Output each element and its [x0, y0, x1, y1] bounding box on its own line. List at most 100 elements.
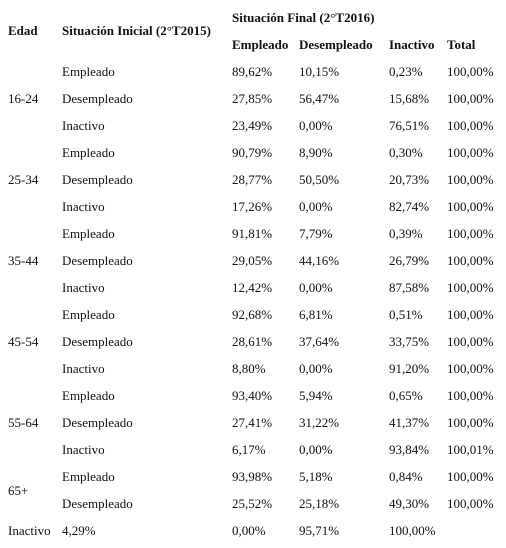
table-cell: 27,85% [232, 91, 273, 106]
table-cell: 0,00% [299, 118, 333, 133]
header-initial: Situación Inicial (2°T2015) [62, 23, 211, 38]
table-cell: 8,80% [232, 361, 266, 376]
table-cell: 93,84% [389, 442, 430, 457]
table-cell: 100,00% [389, 523, 436, 538]
header-col-empleado: Empleado [232, 37, 289, 52]
table-cell: 93,40% [232, 388, 273, 403]
table-cell: 25,18% [299, 496, 340, 511]
table-cell: 33,75% [389, 334, 430, 349]
header-col-desempleado: Desempleado [299, 37, 373, 52]
table-cell: 20,73% [389, 172, 430, 187]
table-cell: 0,00% [299, 199, 333, 214]
table-cell: 6,17% [232, 442, 266, 457]
table-cell: 0,00% [299, 361, 333, 376]
situation-label: Empleado [62, 388, 115, 403]
table-cell: 100,00% [447, 253, 494, 268]
age-label: 55-64 [8, 415, 39, 430]
situation-label: Empleado [62, 307, 115, 322]
table-cell: 56,47% [299, 91, 340, 106]
last-row-label: Inactivo [8, 523, 51, 538]
table-cell: 100,00% [447, 118, 494, 133]
table-cell: 6,81% [299, 307, 333, 322]
age-label: 25-34 [8, 172, 39, 187]
table-cell: 0,51% [389, 307, 423, 322]
table-cell: 89,62% [232, 64, 273, 79]
table-cell: 100,00% [447, 199, 494, 214]
table-cell: 100,00% [447, 280, 494, 295]
table-cell: 100,00% [447, 145, 494, 160]
table-cell: 7,79% [299, 226, 333, 241]
table-cell: 29,05% [232, 253, 273, 268]
age-label: 35-44 [8, 253, 39, 268]
table-cell: 0,84% [389, 469, 423, 484]
table-cell: 90,79% [232, 145, 273, 160]
table-cell: 28,77% [232, 172, 273, 187]
table-cell: 37,64% [299, 334, 340, 349]
situation-label: Inactivo [62, 361, 105, 376]
situation-label: Desempleado [62, 253, 133, 268]
header-final: Situación Final (2°T2016) [232, 10, 375, 25]
situation-label: Empleado [62, 226, 115, 241]
table-cell: 100,00% [447, 226, 494, 241]
table-cell: 91,20% [389, 361, 430, 376]
situation-label: Inactivo [62, 118, 105, 133]
table-cell: 100,00% [447, 64, 494, 79]
table-cell: 100,01% [447, 442, 494, 457]
table-cell: 100,00% [447, 172, 494, 187]
table-cell: 44,16% [299, 253, 340, 268]
header-col-inactivo: Inactivo [389, 37, 435, 52]
age-label: 16-24 [8, 91, 39, 106]
situation-label: Inactivo [62, 280, 105, 295]
table-cell: 0,30% [389, 145, 423, 160]
table-cell: 26,79% [389, 253, 430, 268]
table-cell: 28,61% [232, 334, 273, 349]
table-cell: 27,41% [232, 415, 273, 430]
age-label: 45-54 [8, 334, 39, 349]
situation-label: Desempleado [62, 91, 133, 106]
situation-label: Desempleado [62, 415, 133, 430]
situation-label: Empleado [62, 145, 115, 160]
table-cell: 25,52% [232, 496, 273, 511]
table-cell: 50,50% [299, 172, 340, 187]
table-cell: 100,00% [447, 388, 494, 403]
table-cell: 91,81% [232, 226, 273, 241]
table-cell: 100,00% [447, 361, 494, 376]
table-cell: 15,68% [389, 91, 430, 106]
situation-label: Inactivo [62, 199, 105, 214]
table-cell: 5,18% [299, 469, 333, 484]
table-cell: 4,29% [62, 523, 96, 538]
table-cell: 5,94% [299, 388, 333, 403]
table-cell: 0,39% [389, 226, 423, 241]
table-cell: 49,30% [389, 496, 430, 511]
table-cell: 10,15% [299, 64, 340, 79]
situation-label: Empleado [62, 469, 115, 484]
table-cell: 0,00% [299, 280, 333, 295]
table-cell: 23,49% [232, 118, 273, 133]
table-cell: 100,00% [447, 307, 494, 322]
table-cell: 0,00% [232, 523, 266, 538]
table-cell: 82,74% [389, 199, 430, 214]
table-cell: 87,58% [389, 280, 430, 295]
table-cell: 76,51% [389, 118, 430, 133]
table-cell: 12,42% [232, 280, 273, 295]
table-cell: 92,68% [232, 307, 273, 322]
table-cell: 41,37% [389, 415, 430, 430]
table-cell: 100,00% [447, 334, 494, 349]
situation-label: Desempleado [62, 172, 133, 187]
situation-label: Desempleado [62, 496, 133, 511]
table-cell: 0,65% [389, 388, 423, 403]
table-cell: 17,26% [232, 199, 273, 214]
table-cell: 8,90% [299, 145, 333, 160]
table-cell: 0,00% [299, 442, 333, 457]
age-label: 65+ [8, 482, 29, 498]
header-edad: Edad [8, 23, 38, 38]
table-cell: 31,22% [299, 415, 340, 430]
header-col-total: Total [447, 37, 476, 52]
situation-label: Inactivo [62, 442, 105, 457]
table-cell: 93,98% [232, 469, 273, 484]
table-cell: 100,00% [447, 91, 494, 106]
situation-label: Empleado [62, 64, 115, 79]
table-cell: 100,00% [447, 415, 494, 430]
table-cell: 0,23% [389, 64, 423, 79]
table-cell: 100,00% [447, 469, 494, 484]
